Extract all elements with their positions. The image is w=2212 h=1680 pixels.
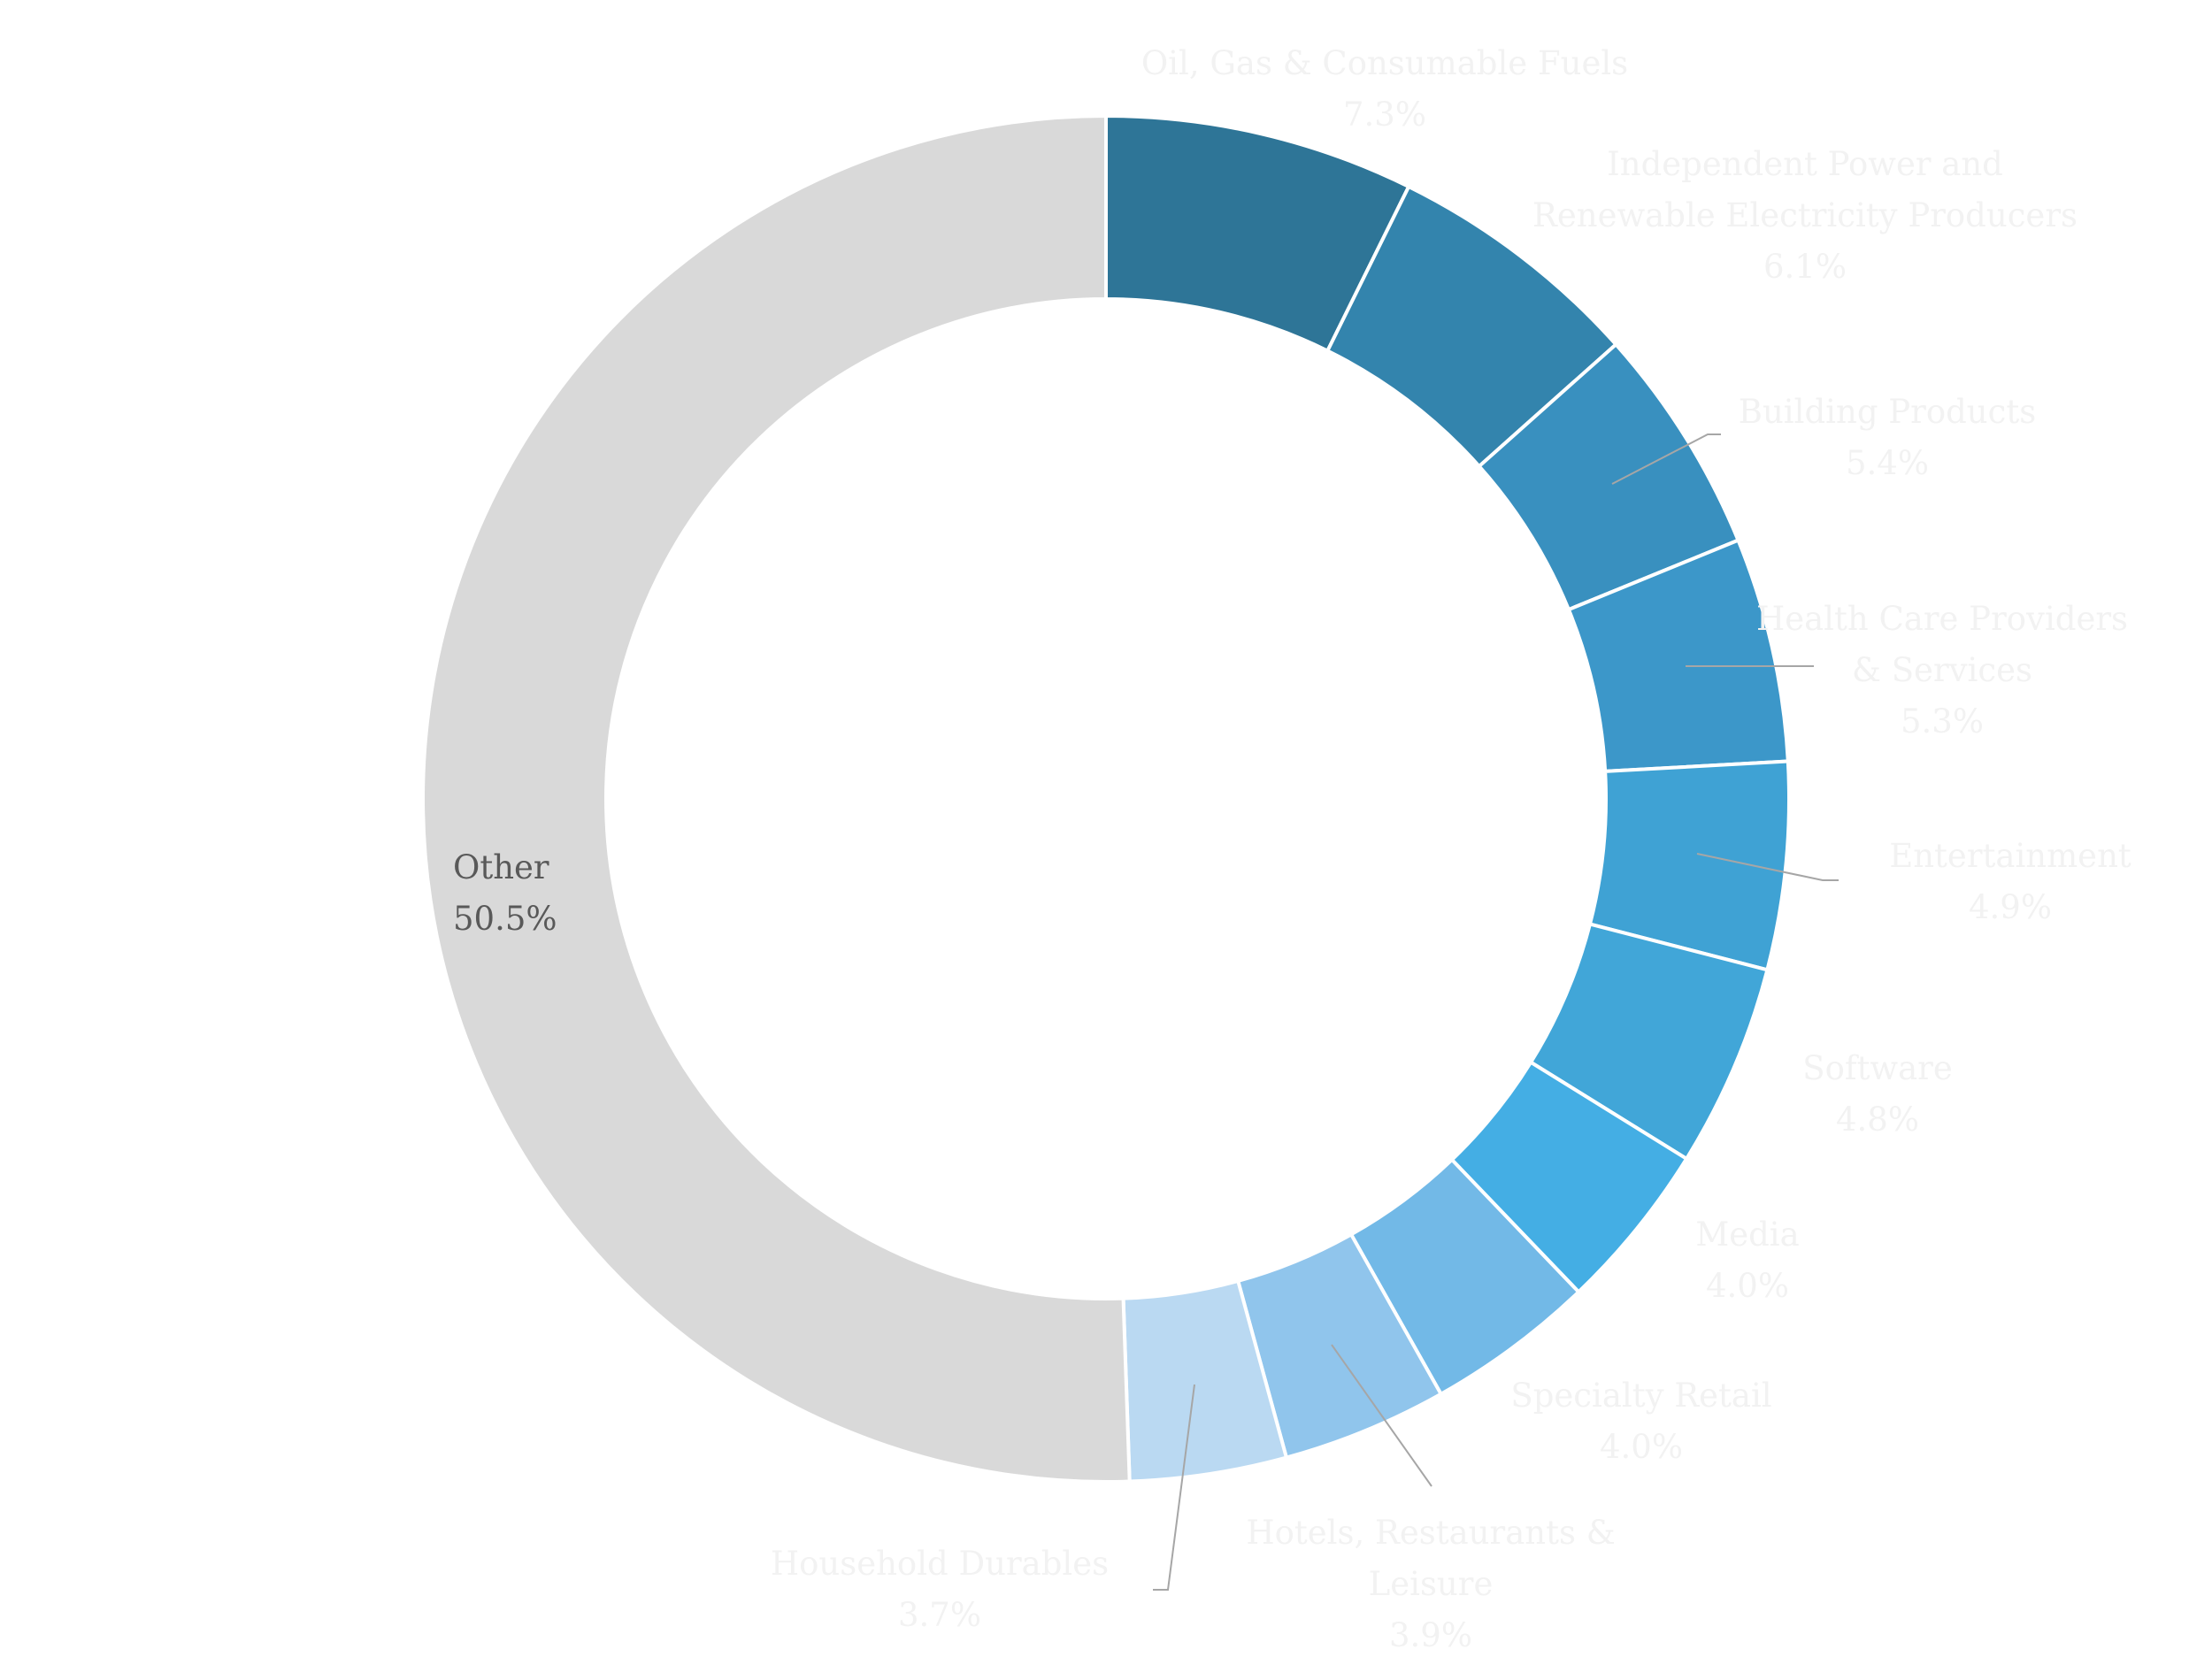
slice-label-entertainment-0: Entertainment xyxy=(1889,837,2131,875)
leader-line-hotels-restaurants-leisure xyxy=(1331,1344,1432,1487)
slice-value-household-durables: 3.7% xyxy=(898,1596,981,1634)
slice-value-independent-power-and-renewable-electricity-producers: 6.1% xyxy=(1763,248,1847,286)
leader-line-household-durables xyxy=(1153,1384,1195,1591)
slice-value-software: 4.8% xyxy=(1836,1101,1919,1139)
slice-label-hotels-restaurants-leisure-1: Leisure xyxy=(1369,1565,1494,1603)
slice-value-entertainment: 4.9% xyxy=(1969,888,2052,926)
slice-value-media: 4.0% xyxy=(1706,1267,1789,1305)
slice-value-oil-gas-consumable-fuels: 7.3% xyxy=(1343,96,1426,134)
slice-label-independent-power-and-renewable-electricity-producers-1: Renewable Electricity Producers xyxy=(1532,196,2078,234)
slice-value-building-products: 5.4% xyxy=(1846,444,1929,482)
slice-label-other-0: Other xyxy=(453,848,549,886)
leader-line-entertainment xyxy=(1696,853,1839,881)
slice-label-building-products-0: Building Products xyxy=(1739,393,2036,431)
slice-label-independent-power-and-renewable-electricity-producers-0: Independent Power and xyxy=(1607,145,2003,183)
slice-value-health-care-providers-services: 5.3% xyxy=(1901,702,1984,740)
slice-value-specialty-retail: 4.0% xyxy=(1600,1428,1683,1466)
chart-labels: Oil, Gas & Consumable Fuels 7.3% Independe… xyxy=(453,44,2131,1654)
slice-label-health-care-providers-services-0: Health Care Providers xyxy=(1756,600,2128,638)
slice-label-hotels-restaurants-leisure-0: Hotels, Restaurants & xyxy=(1246,1514,1615,1552)
slice-label-software-0: Software xyxy=(1802,1049,1953,1087)
slice-label-media-0: Media xyxy=(1695,1216,1799,1254)
slice-label-household-durables-0: Household Durables xyxy=(771,1545,1109,1583)
slice-label-health-care-providers-services-1: & Services xyxy=(1852,651,2032,689)
slice-value-other: 50.5% xyxy=(453,900,557,938)
chart-leader-lines xyxy=(1153,433,1839,1591)
chart-slices xyxy=(421,113,1791,1484)
leader-line-building-products xyxy=(1611,433,1721,485)
slice-label-oil-gas-consumable-fuels-0: Oil, Gas & Consumable Fuels xyxy=(1141,44,1628,82)
slice-label-specialty-retail-0: Specialty Retail xyxy=(1510,1377,1771,1415)
slice-value-hotels-restaurants-leisure: 3.9% xyxy=(1389,1616,1472,1654)
slice-other xyxy=(421,113,1132,1484)
